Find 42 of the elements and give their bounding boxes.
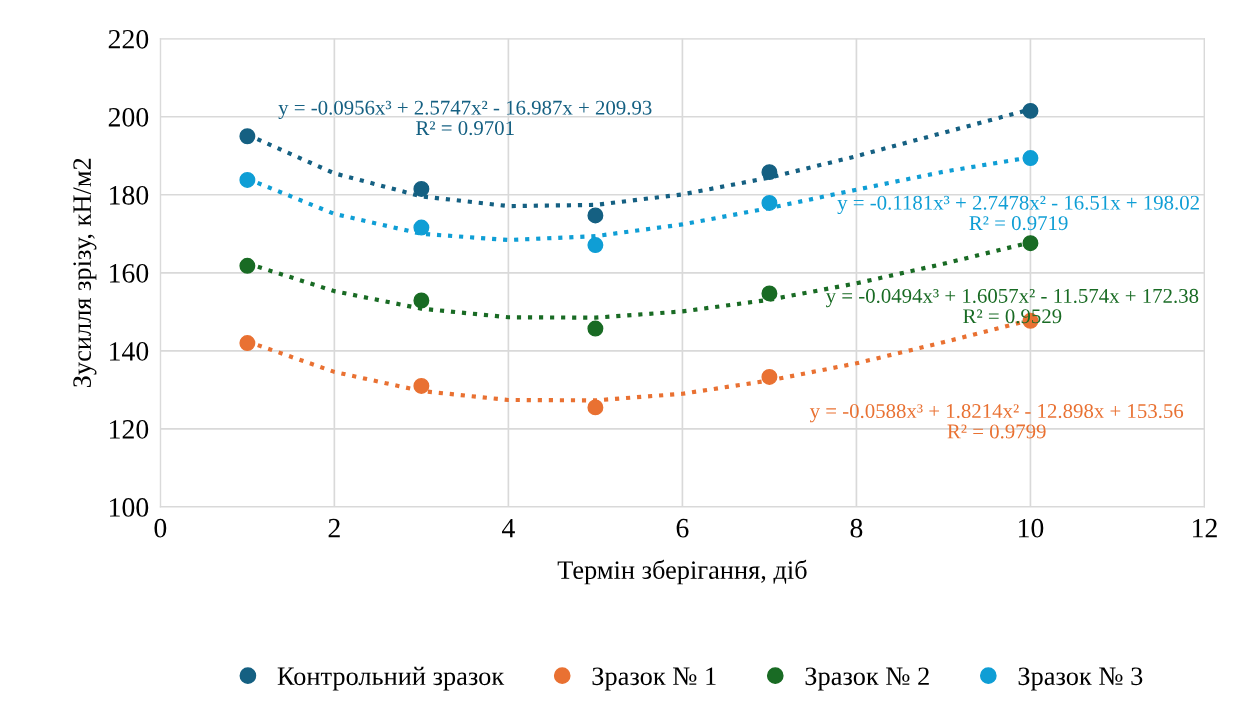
point <box>761 368 778 385</box>
x-tick-label: 10 <box>1019 518 1044 538</box>
legend-label: Зразок № 2 <box>805 667 929 691</box>
point <box>761 285 778 302</box>
point <box>413 377 430 394</box>
y-tick-label: 120 <box>110 420 149 439</box>
x-tick-label: 4 <box>501 518 515 538</box>
point <box>239 335 256 352</box>
legend-label: Зразок № 3 <box>1018 667 1143 691</box>
y-tick-label: 140 <box>110 341 149 361</box>
point <box>1022 102 1039 119</box>
x-tick-label: 8 <box>850 518 863 538</box>
y-tick-label: 220 <box>108 29 149 49</box>
point <box>413 292 430 309</box>
point <box>239 128 256 145</box>
y-tick-label: 180 <box>110 185 149 205</box>
point <box>239 257 256 274</box>
point <box>1022 150 1039 167</box>
point <box>587 399 604 416</box>
x-tick-label: 6 <box>676 518 689 538</box>
point <box>1022 235 1039 252</box>
annotation: y = -0.0588x³ + 1.8214x² - 12.898x + 153.56 R² = 0.9799 <box>809 404 1184 439</box>
y-tick-label: 200 <box>108 107 149 127</box>
point <box>587 207 604 224</box>
x-tick-label: 2 <box>328 518 340 538</box>
annotation: y = -0.0956x³ + 2.5747x² - 16.987x + 209.93 R² = 0.9701 <box>278 100 652 136</box>
x-tick-label: 0 <box>154 518 167 538</box>
point <box>413 180 430 197</box>
point <box>761 164 778 181</box>
point <box>587 237 604 254</box>
legend-label: Зразок № 1 <box>592 667 716 691</box>
y-tick-label: 160 <box>110 263 149 283</box>
annotation: y = -0.1181x³ + 2.7478x² - 16.51x + 198.02 R² = 0.9719 <box>837 195 1199 231</box>
x-tick-label: 12 <box>1193 518 1217 538</box>
x-axis-title: Термін зберігання, діб <box>557 559 807 585</box>
point <box>761 194 778 211</box>
point <box>413 219 430 236</box>
point <box>587 320 604 337</box>
y-tick-label: 100 <box>110 498 149 517</box>
legend-label: Контрольний зразок <box>277 666 505 691</box>
point <box>239 171 256 188</box>
y-axis-title: Зусилля зрізу, кН/м2 <box>73 158 97 388</box>
